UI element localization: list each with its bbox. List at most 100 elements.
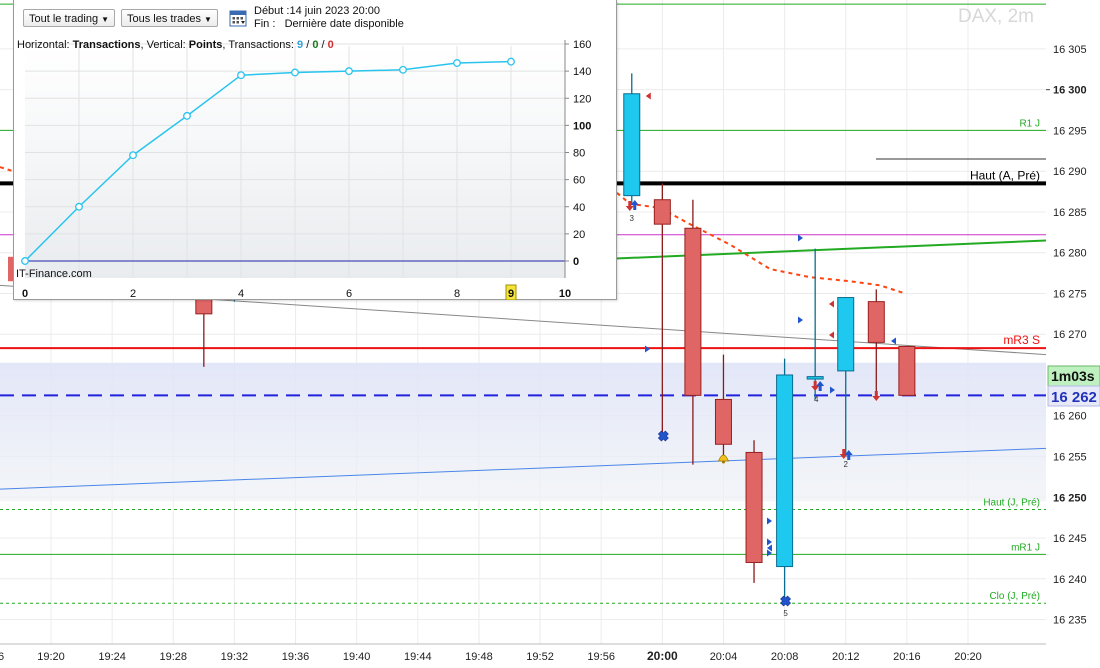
equity-point — [291, 68, 299, 77]
end-value: Dernière date disponible — [284, 18, 404, 30]
inner-y-tick: 160 — [573, 39, 591, 51]
stop-cross — [657, 430, 669, 442]
price-tick: 16 260 — [1053, 411, 1087, 423]
equity-point — [345, 67, 353, 76]
inner-y-tick: 100 — [573, 120, 591, 132]
candle-body — [8, 256, 14, 282]
separator: / — [318, 39, 328, 51]
candle-body — [806, 376, 824, 380]
price-axis: 16 235 16 240 16 245 16 250 16 255 16 260 16 2… — [1046, 44, 1087, 627]
time-tick: 19:24 — [98, 651, 126, 663]
time-tick-partial: 6 — [0, 651, 4, 663]
price-tick: 16 245 — [1053, 533, 1087, 545]
price-tick: 16 300 — [1053, 85, 1087, 97]
chart-title: DAX, 2m — [958, 6, 1034, 27]
transactions-loss: 0 — [327, 39, 334, 51]
transactions-total: 9 — [297, 39, 304, 51]
countdown-text: 1m03s — [1051, 368, 1095, 384]
inner-x-tick: 8 — [454, 288, 460, 300]
h-axis-value: Transactions — [72, 39, 141, 51]
inner-grid — [25, 43, 566, 278]
time-tick: 19:36 — [282, 651, 310, 663]
trend-line-green — [559, 239, 1047, 262]
exit-triangle — [767, 544, 772, 552]
bell-clapper — [721, 460, 725, 464]
candle-body — [898, 345, 916, 396]
equity-point — [399, 65, 407, 74]
time-tick: 20:16 — [893, 651, 921, 663]
panel-toolbar: Tout le trading ▼ Tous les trades ▼ Début … — [14, 0, 616, 36]
inner-y-tick: 20 — [573, 229, 585, 241]
exit-triangle — [767, 517, 772, 525]
price-tick: 16 240 — [1053, 574, 1087, 586]
price-tick: 16 305 — [1053, 44, 1087, 56]
candle-body — [776, 374, 794, 568]
brand-label: IT-Finance.com — [16, 268, 92, 280]
time-tick: 19:40 — [343, 651, 371, 663]
exit-triangle — [798, 316, 803, 324]
candle-body — [653, 199, 671, 225]
trades-filter-dropdown[interactable]: Tous les trades ▼ — [121, 9, 218, 27]
trend-line-lower — [0, 447, 1047, 490]
time-tick: 19:32 — [221, 651, 249, 663]
exit-triangle — [767, 549, 772, 557]
price-tick: 16 250 — [1053, 492, 1087, 504]
level-label: Haut (J, Pré) — [983, 497, 1040, 508]
buy-arrow — [816, 381, 825, 391]
trade-count-label: 5 — [783, 609, 788, 618]
inner-x-tick: 6 — [346, 288, 352, 300]
trade-markers: 3 5 4 2 — [625, 92, 896, 618]
chevron-down-icon: ▼ — [203, 15, 212, 24]
equity-curve-panel[interactable]: Tout le trading ▼ Tous les trades ▼ Début … — [13, 0, 617, 300]
price-tick: 16 290 — [1053, 166, 1087, 178]
trade-count-label: 2 — [844, 460, 849, 469]
countdown-box: 1m03s — [1047, 365, 1100, 387]
level-label: Haut (A, Pré) — [970, 168, 1040, 182]
last-price-box: 16 262 — [1047, 385, 1100, 407]
trading-filter-dropdown[interactable]: Tout le trading ▼ — [23, 9, 116, 27]
v-axis-value: Points — [188, 39, 223, 51]
equity-point — [129, 151, 137, 160]
time-tick: 19:56 — [587, 651, 615, 663]
level-label: R1 J — [1019, 118, 1040, 129]
start-label: Début : — [254, 5, 290, 17]
exit-triangle — [891, 337, 896, 345]
start-value: 14 juin 2023 20:00 — [289, 5, 380, 17]
bell-icon — [717, 454, 730, 462]
inner-x-tick: 2 — [130, 288, 136, 300]
price-tick: 16 235 — [1053, 615, 1087, 627]
candle-body — [745, 451, 763, 563]
equity-point — [453, 59, 461, 67]
equity-point — [21, 257, 29, 265]
support-zone — [0, 362, 1046, 502]
price-tick: 16 275 — [1053, 288, 1087, 300]
inner-x-marker: 9 — [508, 288, 514, 300]
level-label: Clo (J, Pré) — [989, 591, 1040, 602]
trade-count-label: 4 — [814, 395, 819, 404]
transactions-win: 0 — [312, 39, 319, 51]
time-tick: 20:20 — [954, 651, 982, 663]
candle-body — [867, 301, 885, 343]
horizontal-levels: R1 J Haut (A, Pré) mR3 S Haut (J, Pré) mR1 J… — [0, 3, 1046, 604]
candle-body — [684, 227, 702, 396]
exit-triangle — [767, 538, 772, 546]
inner-y-tick: 0 — [573, 256, 579, 268]
equity-curve-chart: 0 20 40 60 80 100 120 140 160 0 2 4 6 8 10 9 — [21, 39, 591, 300]
buy-arrow — [630, 200, 639, 210]
time-tick: 19:44 — [404, 651, 432, 663]
price-tick: 16 285 — [1053, 207, 1087, 219]
equity-point — [237, 71, 245, 80]
time-tick: 19:28 — [160, 651, 188, 663]
exit-triangle — [830, 386, 835, 394]
sell-arrow — [872, 391, 881, 401]
calendar-icon[interactable] — [229, 9, 247, 27]
inner-y-tick: 40 — [573, 202, 585, 214]
trading-filter-label: Tout le trading — [29, 13, 99, 25]
time-tick: 20:00 — [647, 649, 678, 663]
sell-arrow — [839, 449, 848, 459]
inner-y-tick: 60 — [573, 175, 585, 187]
time-tick: 20:04 — [710, 651, 738, 663]
end-label: Fin : — [254, 18, 276, 30]
exit-triangle — [829, 300, 834, 308]
v-axis-label: , Vertical: — [140, 39, 189, 51]
